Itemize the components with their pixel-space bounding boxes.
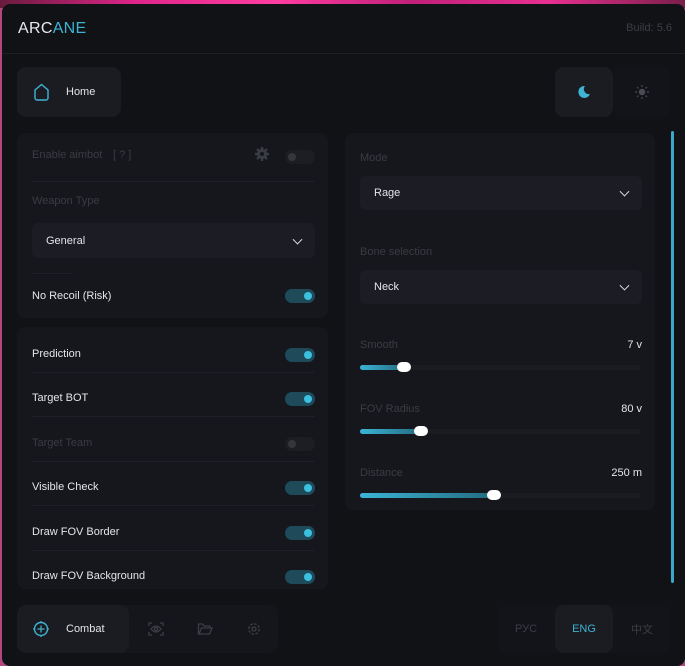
toggle-switch[interactable]: [285, 436, 315, 451]
bottom-nav: Combat: [17, 605, 278, 653]
bone-selection-label: Bone selection: [360, 246, 433, 258]
toggle-label: Draw FOV Border: [32, 525, 120, 538]
sun-icon: [635, 85, 649, 99]
logo-text: ARC: [18, 20, 53, 37]
home-button[interactable]: Home: [17, 67, 121, 117]
no-recoil-label: No Recoil (Risk): [32, 290, 112, 302]
settings-icon[interactable]: [246, 621, 262, 637]
toggle-switch[interactable]: [285, 570, 315, 584]
aimbot-panel: Enable aimbot [ ? ] Weapon Type General …: [17, 133, 328, 318]
eye-scan-icon[interactable]: [148, 621, 164, 637]
slider-fill: [360, 493, 495, 498]
slider-fill: [360, 429, 422, 434]
combat-label: Combat: [66, 623, 105, 635]
slider-thumb[interactable]: [486, 490, 501, 500]
combat-tab[interactable]: Combat: [17, 605, 129, 653]
language-ru[interactable]: РУС: [514, 623, 538, 635]
weapon-type-dropdown[interactable]: General: [32, 223, 315, 258]
mode-label: Mode: [360, 152, 388, 164]
no-recoil-toggle[interactable]: [285, 289, 315, 303]
chevron-down-icon: [619, 280, 630, 291]
app-window: ARCANE Build: 5.6 Home Enable aimbot [ ?…: [2, 4, 685, 666]
slider-track[interactable]: [360, 362, 641, 372]
build-version: Build: 5.6: [626, 22, 672, 34]
mode-dropdown[interactable]: Rage: [360, 176, 642, 210]
chevron-down-icon: [619, 186, 630, 197]
scrollbar[interactable]: [671, 131, 674, 583]
slider-track[interactable]: [360, 426, 641, 436]
toggle-switch[interactable]: [285, 348, 315, 362]
slider-value: 250 m: [611, 467, 642, 479]
weapon-type-value: General: [46, 234, 86, 247]
home-icon: [34, 83, 49, 101]
aim-settings-panel: Mode Rage Bone selection Neck Smooth 7 v…: [345, 133, 655, 510]
slider-label: FOV Radius: [360, 403, 420, 415]
toggle-switch[interactable]: [285, 392, 315, 407]
moon-icon: [578, 85, 590, 98]
slider-fill: [360, 365, 405, 370]
toggle-switch[interactable]: [285, 481, 315, 496]
slider-track[interactable]: [360, 490, 641, 500]
slider-value: 7 v: [627, 339, 642, 351]
enable-aimbot-label: Enable aimbot: [32, 149, 103, 161]
options-panel: Prediction Target BOT Target Team Visibl…: [17, 327, 328, 589]
dark-theme-button[interactable]: [555, 67, 613, 117]
divider: [32, 505, 314, 507]
logo: ARCANE: [18, 20, 87, 38]
language-switcher: РУС ENG 中文: [497, 605, 671, 653]
toggle-label: Target BOT: [32, 392, 89, 405]
language-zh[interactable]: 中文: [631, 624, 653, 636]
slider-value: 80 v: [621, 403, 642, 415]
weapon-type-label: Weapon Type: [32, 195, 100, 207]
slider-thumb[interactable]: [413, 426, 428, 436]
bone-selection-value: Neck: [374, 281, 400, 293]
divider: [32, 549, 314, 551]
chevron-down-icon: [292, 234, 303, 245]
home-label: Home: [66, 86, 96, 98]
header-divider: [2, 53, 685, 54]
slider-label: Smooth: [360, 339, 398, 351]
toggle-label: Prediction: [32, 348, 81, 360]
divider: [32, 181, 314, 182]
language-en[interactable]: ENG: [555, 605, 613, 653]
slider-label: Distance: [360, 467, 403, 479]
slider-thumb[interactable]: [396, 362, 411, 372]
crosshair-icon: [33, 621, 49, 637]
help-hint[interactable]: [ ? ]: [113, 149, 132, 161]
divider: [32, 460, 314, 462]
divider: [32, 416, 314, 418]
toggle-label: Visible Check: [32, 481, 99, 494]
toggle-switch[interactable]: [285, 525, 315, 540]
enable-aimbot-toggle[interactable]: [285, 150, 315, 164]
divider: [32, 372, 314, 373]
toggle-label: Draw FOV Background: [32, 570, 146, 582]
divider: [32, 273, 72, 274]
toggle-label: Target Team: [32, 436, 93, 449]
light-theme-button[interactable]: [613, 67, 671, 117]
mode-value: Rage: [374, 187, 401, 199]
gear-icon[interactable]: [255, 147, 269, 161]
logo-text-accent: ANE: [52, 20, 87, 37]
bone-selection-dropdown[interactable]: Neck: [360, 270, 642, 304]
folder-icon[interactable]: [197, 621, 213, 637]
